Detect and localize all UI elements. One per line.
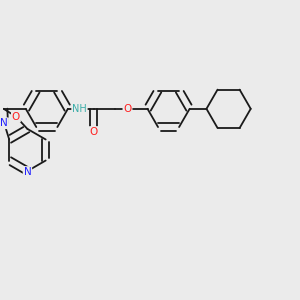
Text: O: O	[12, 112, 20, 122]
Text: O: O	[90, 127, 98, 137]
Text: N: N	[0, 118, 8, 128]
Text: O: O	[123, 104, 132, 114]
Text: NH: NH	[72, 104, 87, 114]
Text: N: N	[24, 167, 31, 177]
